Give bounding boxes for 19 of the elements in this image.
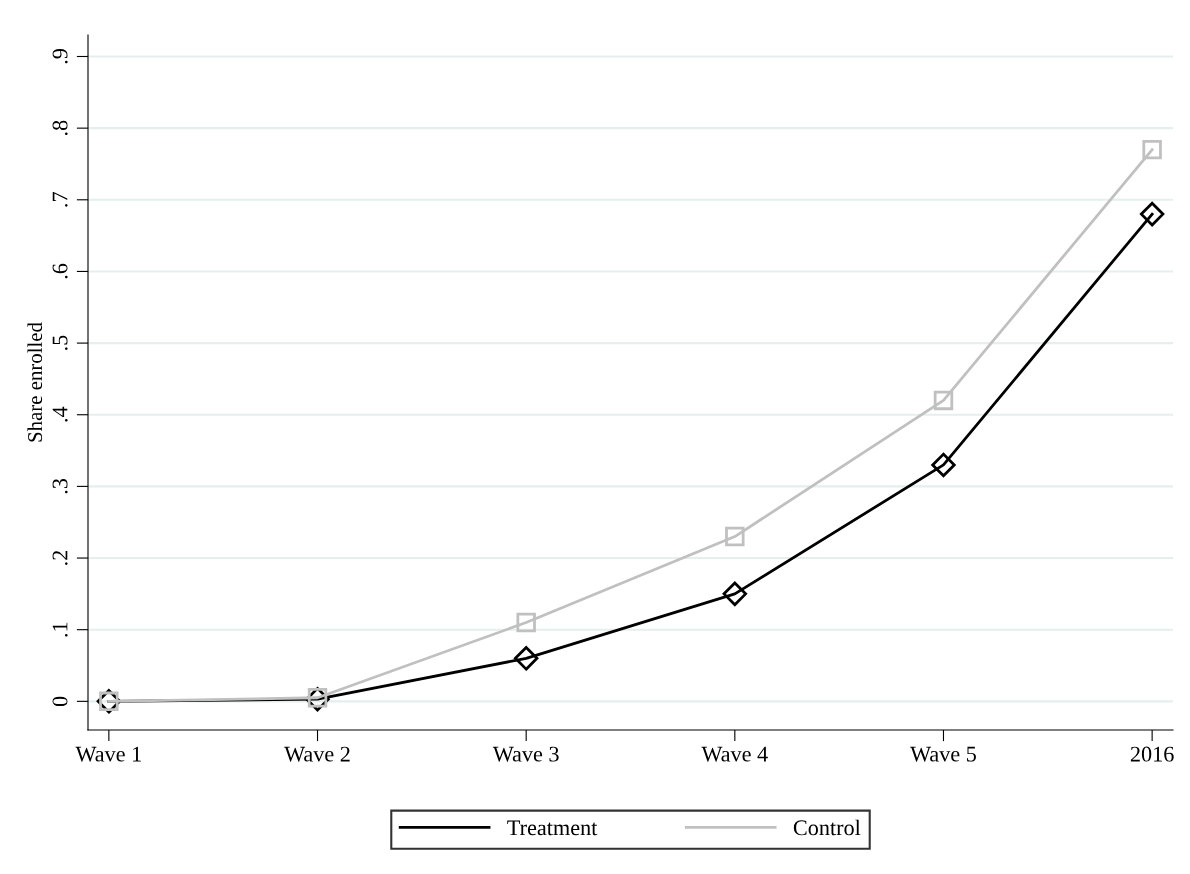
x-tick-label: Wave 1 bbox=[75, 746, 141, 762]
legend-label: Control bbox=[793, 819, 861, 836]
y-tick-label: .6 bbox=[52, 263, 68, 279]
y-tick-label: .4 bbox=[52, 406, 68, 422]
y-tick-label: .8 bbox=[52, 120, 68, 136]
x-tick-label: Wave 4 bbox=[701, 746, 768, 762]
legend-label: Treatment bbox=[507, 820, 598, 836]
y-tick-label: .3 bbox=[52, 478, 68, 494]
y-tick-label: .5 bbox=[52, 335, 68, 350]
y-tick-label: 0 bbox=[52, 696, 68, 707]
x-tick-label: 2016 bbox=[1130, 746, 1174, 762]
y-tick-label: .1 bbox=[52, 622, 68, 637]
x-tick-label: Wave 5 bbox=[910, 746, 976, 762]
x-tick-label: Wave 3 bbox=[492, 746, 559, 762]
y-tick-label: .9 bbox=[52, 49, 68, 64]
x-tick-label: Wave 2 bbox=[284, 746, 350, 762]
y-tick-label: .7 bbox=[52, 192, 68, 207]
y-tick-label: .2 bbox=[52, 550, 68, 565]
y-axis-title: Share enrolled bbox=[27, 322, 43, 442]
